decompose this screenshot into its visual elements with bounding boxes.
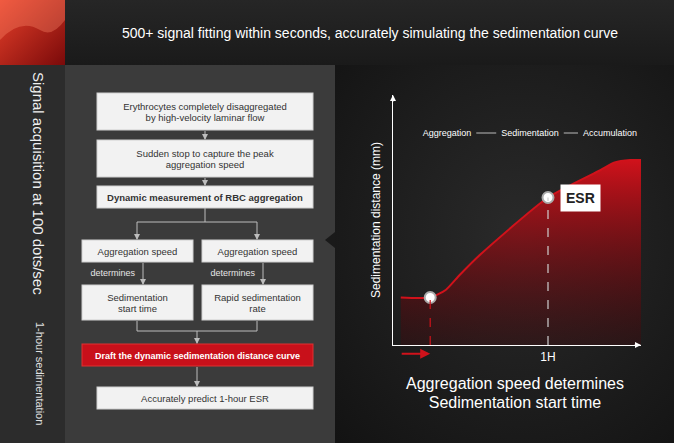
svg-text:determines: determines (210, 268, 255, 278)
svg-text:Accumulation: Accumulation (583, 128, 637, 138)
svg-text:Sedimentation: Sedimentation (501, 128, 559, 138)
svg-text:Dynamic measurement of RBC agg: Dynamic measurement of RBC aggregation (107, 192, 303, 203)
svg-text:Sedimentation: Sedimentation (107, 292, 168, 303)
svg-text:by high-velocity laminar flow: by high-velocity laminar flow (146, 112, 265, 123)
svg-text:Rapid sedimentation: Rapid sedimentation (214, 292, 301, 303)
svg-text:rate: rate (249, 303, 265, 314)
svg-text:Draft the dynamic sedimentatio: Draft the dynamic sedimentation distance… (95, 351, 300, 361)
svg-text:Aggregation speed: Aggregation speed (98, 246, 178, 257)
svg-text:aggregation speed: aggregation speed (166, 159, 245, 170)
svg-text:Signal acquisition at 100 dots: Signal acquisition at 100 dots/sec (30, 72, 47, 295)
svg-text:Accurately predict 1-hour ESR: Accurately predict 1-hour ESR (141, 393, 269, 404)
svg-text:Sedimentation start time: Sedimentation start time (429, 394, 602, 411)
svg-text:Aggregation speed determines: Aggregation speed determines (406, 375, 624, 392)
svg-text:1H: 1H (540, 350, 555, 364)
svg-text:Sedimentation distance (mm): Sedimentation distance (mm) (369, 142, 383, 298)
svg-text:determines: determines (90, 268, 135, 278)
svg-text:start time: start time (118, 303, 157, 314)
svg-text:Sudden stop to capture the pea: Sudden stop to capture the peak (136, 148, 274, 159)
svg-text:ESR: ESR (566, 190, 595, 206)
svg-text:Aggregation: Aggregation (423, 128, 472, 138)
svg-text:Erythrocytes completely disagg: Erythrocytes completely disaggregated (123, 101, 287, 112)
svg-text:Aggregation speed: Aggregation speed (218, 246, 298, 257)
svg-text:500+ signal fitting within sec: 500+ signal fitting within seconds, accu… (122, 25, 618, 41)
svg-text:1-hour sedimentation: 1-hour sedimentation (34, 322, 46, 425)
